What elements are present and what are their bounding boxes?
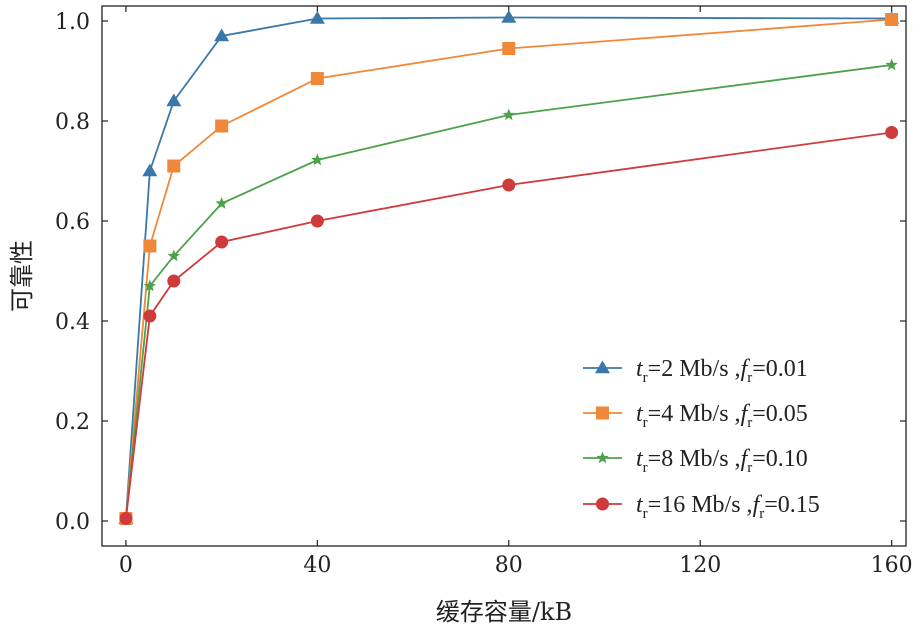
plot-series [118,10,900,525]
data-point [166,93,182,107]
data-point [215,119,229,133]
data-point [167,274,181,288]
x-tick-label: 80 [495,553,523,578]
data-point [309,11,325,24]
data-point [142,163,158,177]
data-point [501,10,517,23]
data-point [143,239,157,253]
legend: tr=2 Mb/s ,fr=0.01 tr=4 Mb/s ,fr=0.05 tr=8… [583,356,820,522]
series-4 [119,126,899,525]
data-point [215,197,228,209]
y-axis-title: 可靠性 [8,240,36,312]
data-point [215,235,229,249]
legend-label: tr=4 Mb/s ,fr=0.05 [636,401,808,431]
data-point [502,42,516,55]
x-tick-label: 160 [871,553,913,578]
data-point [119,512,133,525]
data-point [143,309,157,323]
data-point [214,28,230,42]
legend-label: tr=8 Mb/s ,fr=0.10 [636,446,808,476]
data-point [143,279,157,292]
data-point [885,126,899,139]
x-axis-title: 缓存容量/kB [436,598,572,626]
y-tick-label: 0.2 [55,410,90,435]
data-point [167,249,180,262]
x-tick-label: 40 [303,553,331,578]
x-tick-label: 120 [679,553,721,578]
y-tick-label: 0.0 [55,510,90,535]
legend-entry: tr=8 Mb/s ,fr=0.10 [583,446,808,476]
data-point [502,108,515,121]
data-point [885,13,899,26]
data-point [310,72,324,85]
y-tick-label: 1.0 [55,10,90,35]
legend-marker [596,406,609,420]
data-point [502,178,516,192]
y-tick-label: 0.6 [55,210,90,235]
legend-marker [596,497,609,511]
plot-frame [101,5,907,547]
legend-entry: tr=16 Mb/s ,fr=0.15 [583,492,820,522]
data-point [311,153,324,166]
series-line [125,16,892,519]
data-point [885,58,898,71]
legend-marker [596,451,609,464]
legend-marker [595,360,610,374]
legend-label: tr=16 Mb/s ,fr=0.15 [636,492,820,522]
y-tick-label: 0.4 [55,310,90,335]
legend-entry: tr=2 Mb/s ,fr=0.01 [583,356,808,386]
axes: 0 40 80 120 160 0.0 0.2 0.4 0.6 0.8 1.0 [55,5,913,578]
data-point [167,159,181,173]
legend-entry: tr=4 Mb/s ,fr=0.05 [583,401,808,431]
data-point [310,214,324,228]
x-tick-label: 0 [119,553,133,578]
series-line [125,18,892,519]
y-tick-label: 0.8 [55,110,90,135]
legend-label: tr=2 Mb/s ,fr=0.01 [636,356,808,386]
